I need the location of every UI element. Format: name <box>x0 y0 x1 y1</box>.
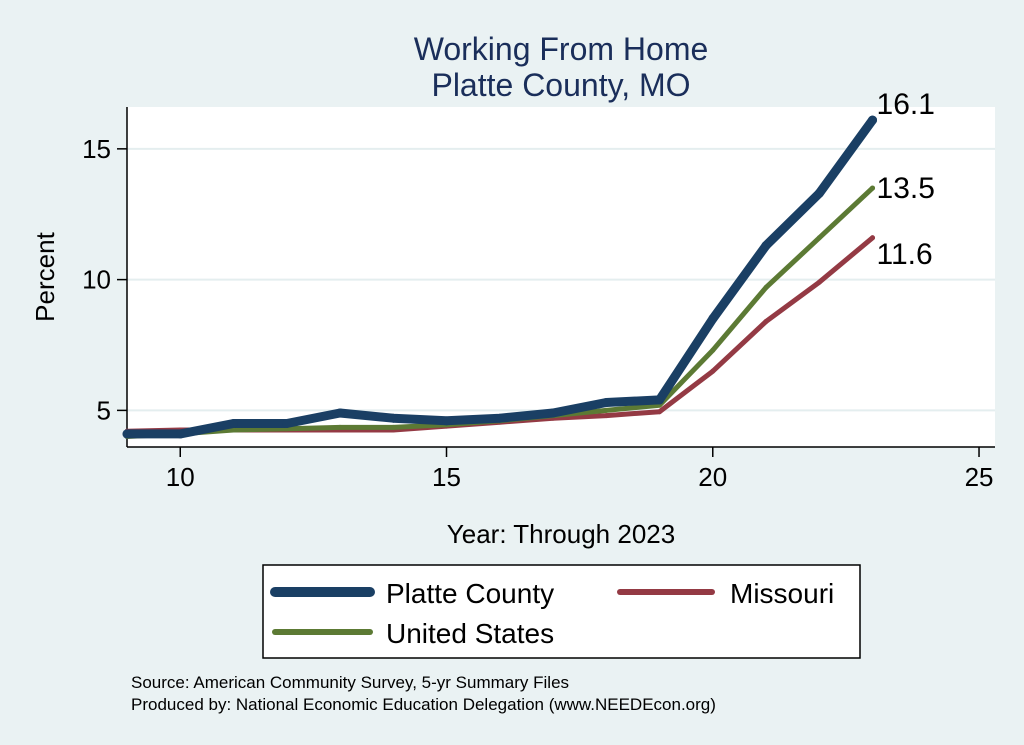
x-tick-label-20: 20 <box>698 462 727 492</box>
end-labels: 16.1 11.6 13.5 <box>877 88 935 271</box>
x-tick-label-10: 10 <box>166 462 195 492</box>
data-point-platte-county-22 <box>814 188 824 198</box>
chart-title: Working From Home Platte County, MO <box>414 31 709 103</box>
data-point-united-states-11 <box>231 427 237 433</box>
x-tick-label-15: 15 <box>432 462 461 492</box>
plot-area <box>127 107 995 447</box>
legend-label-platte-county: Platte County <box>386 578 554 609</box>
data-point-platte-county-18 <box>601 398 611 408</box>
data-point-missouri-19 <box>657 409 663 415</box>
legend: Platte County Missouri United States <box>262 564 861 659</box>
data-point-missouri-22 <box>816 279 822 285</box>
data-point-platte-county-10 <box>175 429 185 439</box>
data-point-united-states-20 <box>710 347 716 353</box>
source-note: Source: American Community Survey, 5-yr … <box>131 673 569 692</box>
end-label-united-states: 13.5 <box>877 172 935 205</box>
data-point-united-states-22 <box>816 235 822 241</box>
axes: 5 10 15 10 15 20 25 <box>82 107 995 492</box>
data-point-platte-county-13 <box>335 408 345 418</box>
chart-title-line-2: Platte County, MO <box>431 67 690 103</box>
y-tick-label-5: 5 <box>97 395 111 425</box>
data-point-platte-county-16 <box>495 413 505 423</box>
producer-note: Produced by: National Economic Education… <box>131 695 716 714</box>
series-lines <box>122 115 878 440</box>
x-axis-title: Year: Through 2023 <box>447 519 675 549</box>
data-point-platte-county-19 <box>655 395 665 405</box>
data-point-platte-county-23 <box>868 115 878 125</box>
legend-label-united-states: United States <box>386 618 554 649</box>
data-point-united-states-14 <box>390 424 396 430</box>
data-point-platte-county-21 <box>761 241 771 251</box>
data-point-united-states-13 <box>337 424 343 430</box>
data-point-missouri-23 <box>870 235 876 241</box>
data-point-platte-county-14 <box>388 413 398 423</box>
x-tick-label-25: 25 <box>965 462 994 492</box>
data-point-platte-county-15 <box>442 416 452 426</box>
data-point-missouri-21 <box>763 318 769 324</box>
y-axis-title: Percent <box>30 231 60 321</box>
data-point-platte-county-11 <box>229 418 239 428</box>
data-point-platte-county-9 <box>122 429 132 439</box>
y-tick-label-15: 15 <box>82 134 111 164</box>
data-point-missouri-20 <box>710 368 716 374</box>
source-notes: Source: American Community Survey, 5-yr … <box>131 673 716 714</box>
data-point-platte-county-17 <box>548 408 558 418</box>
data-point-united-states-23 <box>870 185 876 191</box>
data-point-united-states-21 <box>763 284 769 290</box>
end-label-platte-county: 16.1 <box>877 88 935 121</box>
legend-box <box>262 564 861 659</box>
data-point-united-states-18 <box>603 407 609 413</box>
end-label-missouri: 11.6 <box>877 238 933 271</box>
chart-title-line-1: Working From Home <box>414 31 709 67</box>
data-point-missouri-18 <box>603 413 609 419</box>
legend-label-missouri: Missouri <box>730 578 834 609</box>
y-tick-label-10: 10 <box>82 265 111 295</box>
data-point-platte-county-12 <box>282 418 292 428</box>
data-point-platte-county-20 <box>708 314 718 324</box>
